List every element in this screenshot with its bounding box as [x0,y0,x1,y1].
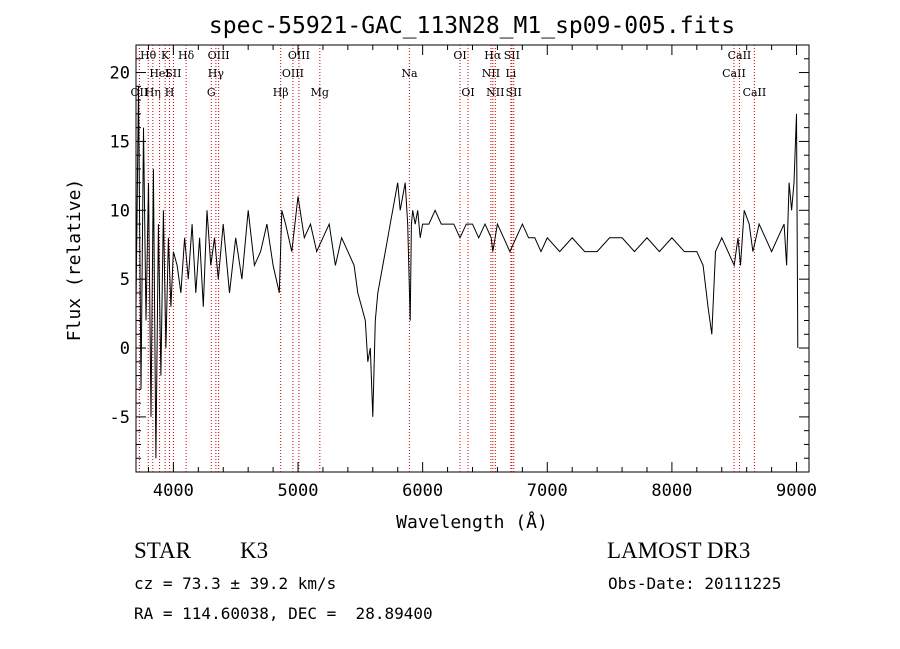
y-tick-label: 10 [110,201,130,221]
chart-title: spec-55921-GAC_113N28_M1_sp09-005.fits [209,13,735,39]
x-tick-label: 7000 [527,481,568,501]
y-axis-label: Flux (relative) [64,179,85,342]
spectral-line-label: NII [482,67,500,80]
spectral-line-label: SII [165,67,181,80]
spectral-line-label: CaII [722,67,746,80]
plot-frame [135,44,810,473]
spectral-line-label: Hγ [208,67,225,80]
x-tick-label: 5000 [278,481,319,501]
spectral-line-label: OIII [208,49,230,62]
spectral-line-label: CaII [728,49,752,62]
survey-label: LAMOST DR3 [607,538,751,563]
spectral-line-label: Mg [311,86,329,99]
y-tick-label: -5 [110,408,130,428]
spectral-line-label: K [161,49,170,62]
spectral-line-label: SII [504,49,520,62]
spectral-line-label: HeI [149,67,169,80]
x-tick-label: 9000 [776,481,817,501]
spectral-line-label: Hα [484,49,502,62]
x-tick-label: 8000 [651,481,692,501]
spectral-line-label: H [165,86,175,99]
spectral-line-label: G [207,86,216,99]
spectral-line-label: Hθ [140,49,157,62]
observation-date: Obs-Date: 20111225 [608,574,782,593]
spectral-line-label: Li [505,67,516,80]
spectral-line-label: Hβ [273,86,289,99]
x-axis-label: Wavelength (Å) [396,511,548,533]
flux-series-line [135,86,799,459]
redshift-velocity: cz = 73.3 ± 39.2 km/s [134,574,337,593]
y-tick-label: 20 [110,64,130,84]
axis-ticks: 4000 5000 6000 7000 8000 9000 -5 0 5 10 15 20 [110,45,817,501]
object-class: STAR [134,538,191,563]
object-subclass: K3 [240,538,269,563]
spectral-line-label: OI [453,49,466,62]
x-tick-label: 4000 [153,481,194,501]
coordinates: RA = 114.60038, DEC = 28.89400 [134,604,433,623]
y-tick-label: 0 [120,339,130,359]
spectral-line-label: NII [486,86,504,99]
spectral-line-label: Na [401,67,418,80]
spectral-line-label: OI [461,86,474,99]
spectral-line-label: SII [506,86,522,99]
spectral-line-label: OIII [288,49,310,62]
spectral-line-label: OII [131,86,149,99]
y-tick-label: 5 [120,270,130,290]
spectral-line-label: CaII [743,86,767,99]
spectral-line-label: OIII [282,67,304,80]
spectral-line-label: Hδ [178,49,195,62]
x-tick-label: 6000 [402,481,443,501]
y-tick-label: 15 [110,132,130,152]
spectral-line-label: Hη [145,86,161,99]
